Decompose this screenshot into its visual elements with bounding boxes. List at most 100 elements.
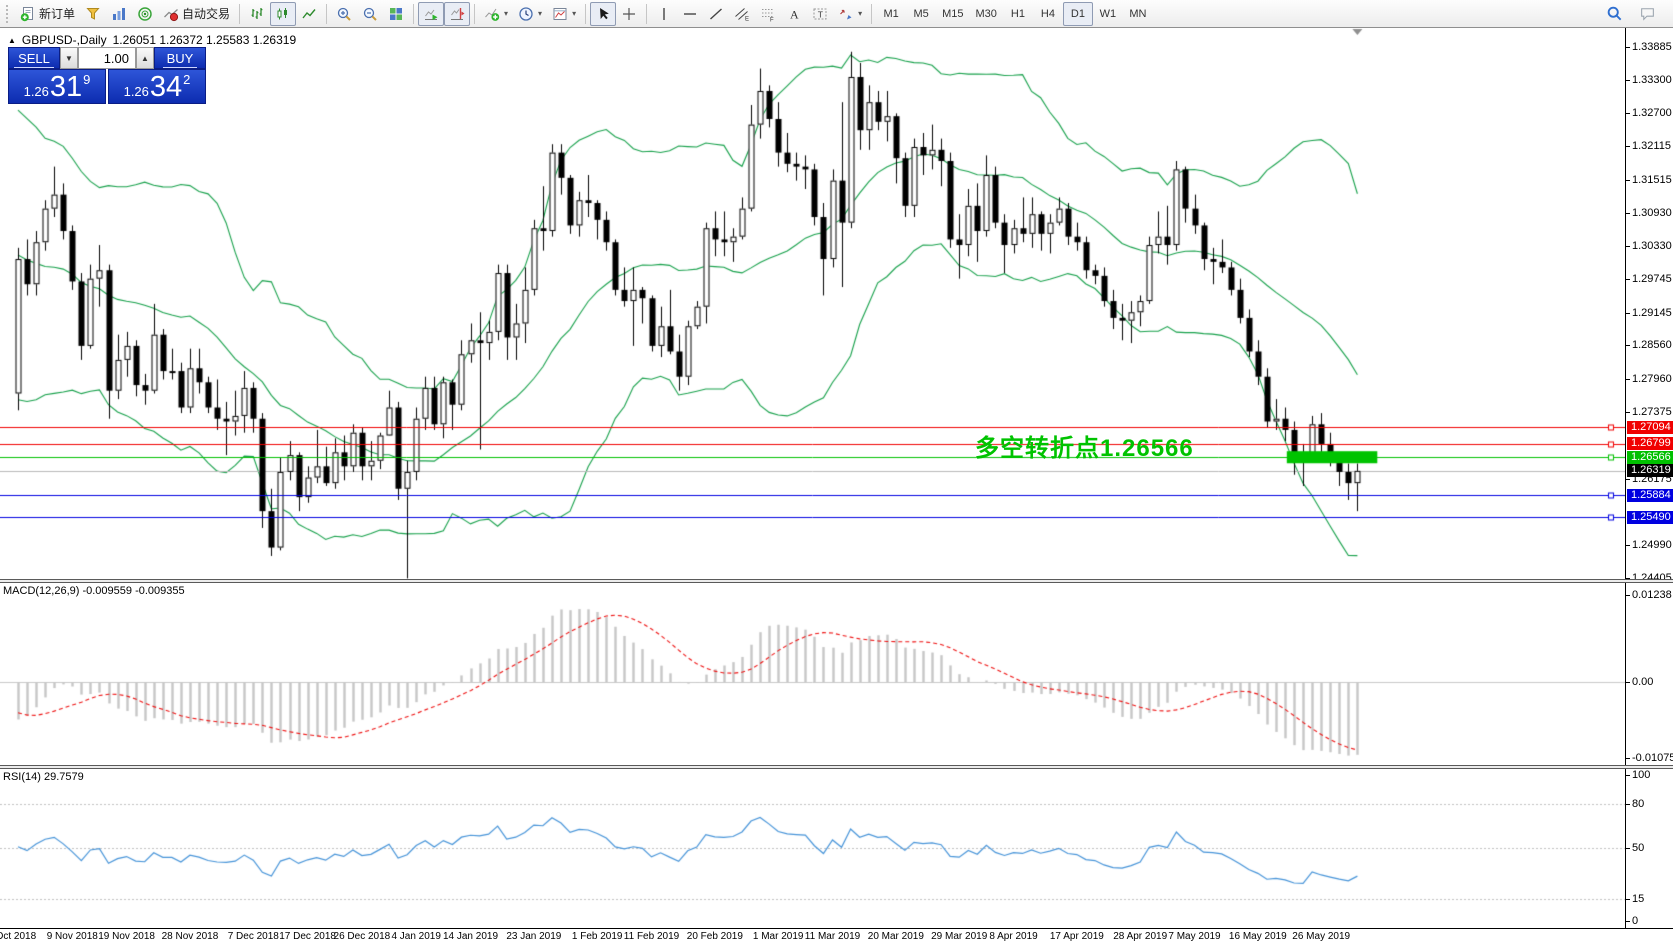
tile-windows-button[interactable] [383,2,409,26]
one-click-trading-panel: SELL ▼ 1.00 ▲ BUY 1.26 31 9 1.26 34 2 [8,47,206,104]
line-chart-button[interactable] [296,2,322,26]
axis-tick-label: 1.32115 [1632,140,1671,152]
chevron-down-icon[interactable]: ▾ [504,9,509,18]
volume-increase-button[interactable]: ▲ [136,47,154,69]
search-icon [1606,5,1623,22]
arrows-button[interactable]: ▾ [833,2,867,26]
tf-m1-label: M1 [883,7,899,20]
toolbar-separator [413,3,415,24]
zoom-out-button[interactable] [357,2,383,26]
axis-tick [1626,246,1630,247]
price-level-badge: 1.25884 [1627,489,1673,502]
auto-scroll-button[interactable] [418,1,445,26]
axis-tick [1626,379,1630,380]
label-button[interactable]: T [807,2,833,26]
search-button[interactable] [1601,2,1628,26]
autotrading-button-label: 自动交易 [182,7,231,21]
chart-shift-button[interactable] [444,1,471,26]
candles-icon [275,6,291,22]
chat-button[interactable] [1634,2,1661,26]
candlestick-chart-button[interactable] [270,1,297,26]
date-tick-label: 1 Feb 2019 [571,931,623,942]
sell-price-prefix: 1.26 [23,84,49,99]
depth-of-market-button[interactable] [80,2,106,26]
tf-mn[interactable]: MN [1123,2,1153,26]
signal-icon [137,6,153,22]
tf-m15[interactable]: M15 [936,2,969,26]
bar-chart-button[interactable] [244,2,270,26]
axis-tick [1626,345,1630,346]
trendline-button[interactable] [703,2,729,26]
toolbar-grip[interactable] [6,4,11,23]
buy-price-button[interactable]: 1.26 34 2 [108,69,206,104]
sell-button[interactable]: SELL [8,47,60,69]
buy-label: BUY [162,51,198,68]
axis-tick-label: 80 [1632,798,1645,810]
pivot-annotation-text[interactable]: 多空转折点1.26566 [975,435,1194,462]
templates-button[interactable]: ▾ [547,2,581,26]
tf-d1[interactable]: D1 [1062,1,1093,26]
crosshair-button[interactable] [616,2,642,26]
date-tick-label: 14 Jan 2019 [442,931,499,942]
buy-button[interactable]: BUY [154,47,206,69]
vertical-line-button[interactable] [651,2,677,26]
volume-input[interactable]: 1.00 [78,47,136,69]
zoom-in-button[interactable] [331,2,357,26]
axis-tick-label: 1.24990 [1632,539,1672,551]
rsi-canvas[interactable] [0,769,1625,928]
sell-price-button[interactable]: 1.26 31 9 [8,69,106,104]
tf-h4[interactable]: H4 [1033,2,1063,26]
tf-h1[interactable]: H1 [1003,2,1033,26]
tf-m30[interactable]: M30 [970,2,1003,26]
axis-tick-label: 1.24405 [1632,572,1672,579]
channel-button[interactable]: E [729,2,755,26]
indicators-icon [484,6,500,22]
axis-tick-label: 1.33300 [1632,74,1672,86]
hline-icon [682,6,698,22]
sell-price-pip: 9 [83,72,91,87]
pane-divider[interactable] [0,765,1673,769]
collapse-arrow-icon[interactable]: ▲ [8,35,16,45]
price-level-badge: 1.26319 [1627,464,1673,477]
toolbar-separator [474,3,476,24]
new-order-button[interactable]: 新订单 [15,2,80,26]
buy-price-pip: 2 [183,72,191,87]
date-tick-label: 29 Mar 2019 [931,931,988,942]
axis-tick-label: 50 [1632,842,1645,854]
market-watch-button[interactable] [106,2,132,26]
buy-price-big: 34 [149,71,183,103]
pane-divider[interactable] [0,579,1673,583]
periods-button[interactable]: ▾ [513,2,547,26]
date-tick-label: 28 Nov 2018 [161,931,219,942]
indicators-button[interactable]: ▾ [479,2,513,26]
chevron-down-icon[interactable]: ▾ [538,9,543,18]
macd-canvas[interactable] [0,583,1625,765]
date-tick-label: 11 Mar 2019 [804,931,861,942]
symbol-period-label: GBPUSD-,Daily [21,33,107,47]
axis-tick [1626,313,1630,314]
price-level-badge: 1.26799 [1627,437,1673,450]
svg-text:E: E [745,16,749,22]
text-button[interactable]: A [781,2,807,26]
tf-w1[interactable]: W1 [1093,2,1123,26]
autotrading-button[interactable]: 自动交易 [158,2,235,26]
main-chart-pane: 1.33885 1.33300 1.32700 1.32115 1.31515 1.309… [0,28,1673,579]
tf-m1[interactable]: M1 [876,2,906,26]
axis-tick-label: 0 [1632,915,1639,927]
fibonacci-button[interactable]: F [755,2,781,26]
volume-decrease-button[interactable]: ▼ [60,47,78,69]
axis-tick-label: 15 [1632,893,1645,905]
candlestick-chart-canvas[interactable] [0,28,1625,579]
axis-tick-label: 1.27960 [1632,373,1672,385]
chevron-down-icon[interactable]: ▾ [858,9,863,18]
chevron-down-icon[interactable]: ▾ [572,9,577,18]
toolbar-separator [585,3,587,24]
cursor-button[interactable] [590,1,617,26]
date-tick-label: 1 Mar 2019 [752,931,804,942]
tf-m5[interactable]: M5 [906,2,936,26]
date-tick-label: 17 Dec 2018 [279,931,336,942]
horizontal-line-button[interactable] [677,2,703,26]
signals-button[interactable] [132,2,158,26]
zoom-in-icon [336,6,352,22]
